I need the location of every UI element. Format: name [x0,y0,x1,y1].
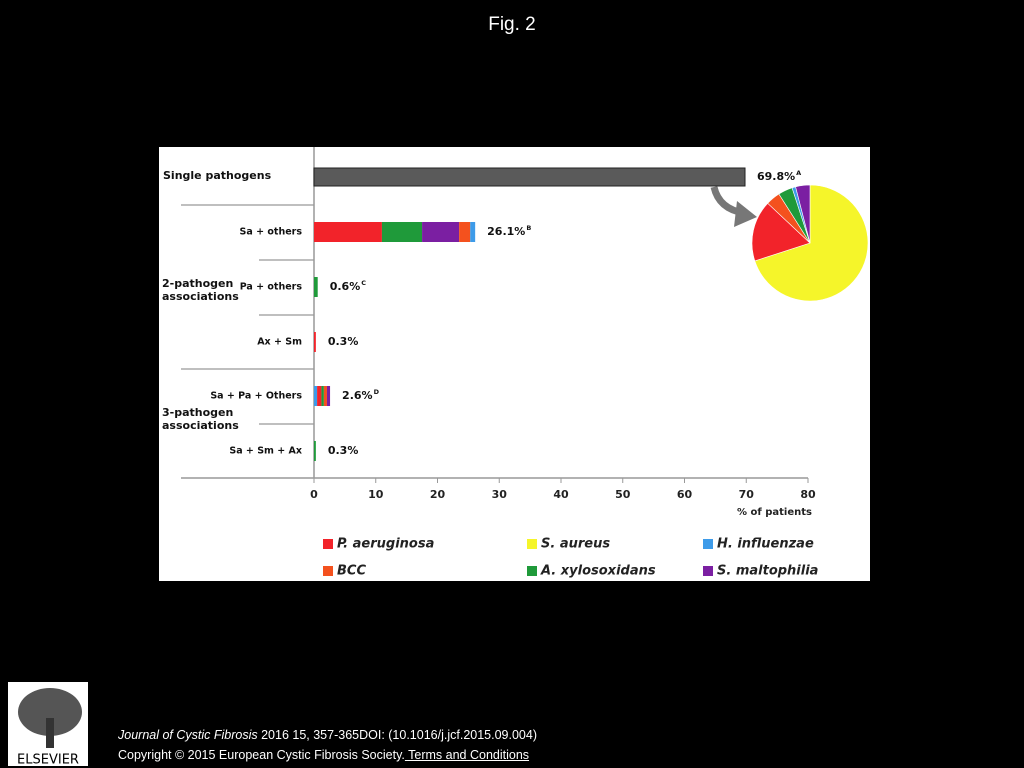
figure: 0 10 20 30 40 50 60 70 80 % of patients Single pat… [159,147,870,586]
row-label: Sa + Pa + Others [210,391,302,402]
value-note: D [374,388,380,396]
row-label: Single pathogens [163,169,272,182]
row-label: Ax + Sm [257,337,302,348]
bar-segment [314,441,316,461]
x-tick-label: 80 [800,488,816,501]
x-tick-label: 70 [739,488,755,501]
x-tick-label: 20 [430,488,446,501]
x-tick-label: 0 [310,488,318,501]
copyright-line: Copyright © 2015 European Cystic Fibrosi… [118,748,529,762]
bar-segment [381,222,423,242]
legend-label: P. aeruginosa [337,537,434,552]
legend-swatch [323,566,333,576]
value-label: 2.6% [342,389,373,402]
legend-swatch [703,566,713,576]
journal: Journal of Cystic Fibrosis [118,728,258,742]
bar-segment [314,332,316,352]
bar-segment [326,386,331,406]
legend-swatch [527,539,537,549]
legend-label: H. influenzae [717,537,814,552]
value-label: 0.6% [330,280,361,293]
arrow-head [734,201,757,227]
value-note: C [361,279,366,287]
copyright: Copyright © 2015 European Cystic Fibrosi… [118,748,405,762]
legend-label: BCC [337,564,366,579]
bar-segment [321,386,324,406]
terms-link[interactable]: Terms and Conditions [404,748,530,762]
logo-text: ELSEVIER [17,753,79,767]
bar-segment [317,386,322,406]
value-label: 0.3% [328,444,359,457]
slide-title: Fig. 2 [488,14,536,35]
row-label: Sa + Sm + Ax [229,446,302,457]
x-tick-label: 40 [553,488,569,501]
value-note: B [526,224,531,232]
legend-swatch [323,539,333,549]
legend-label: A. xylosoxidans [540,564,656,579]
x-tick-label: 10 [368,488,384,501]
x-axis-label: % of patients [737,507,812,518]
chart: 0 10 20 30 40 50 60 70 80 % of patients Single pat… [159,147,870,581]
bar-segment [314,277,318,297]
value-label: 26.1% [487,225,525,238]
legend-label: S. maltophilia [717,564,818,579]
citation: Journal of Cystic Fibrosis 2016 15, 357-… [118,728,537,742]
x-tick-label: 60 [677,488,693,501]
bar-segment [314,386,318,406]
legend-swatch [527,566,537,576]
value-note: A [796,169,801,177]
pie-slice [751,202,811,262]
value-label: 69.8% [757,170,795,183]
group-label: 3-pathogen associations [162,406,239,432]
legend-swatch [703,539,713,549]
row-label: Pa + others [240,282,303,293]
citation-text: 2016 15, 357-365DOI: (10.1016/j.jcf.2015… [257,728,537,742]
bar-segment [323,386,327,406]
bar-segment [422,222,460,242]
x-tick-label: 30 [492,488,508,501]
group-label: 2-pathogen associations [162,277,239,303]
bar-segment [313,167,746,187]
pie-slice [754,184,869,302]
elsevier-logo: ELSEVIER [8,682,88,766]
bar-segment [459,222,471,242]
legend-label: S. aureus [541,537,610,552]
value-label: 0.3% [328,335,359,348]
row-label: Sa + others [240,227,303,238]
pie-slice [795,184,811,244]
bar-segment [314,222,382,242]
bar-segment [470,222,476,242]
x-tick-label: 50 [615,488,631,501]
